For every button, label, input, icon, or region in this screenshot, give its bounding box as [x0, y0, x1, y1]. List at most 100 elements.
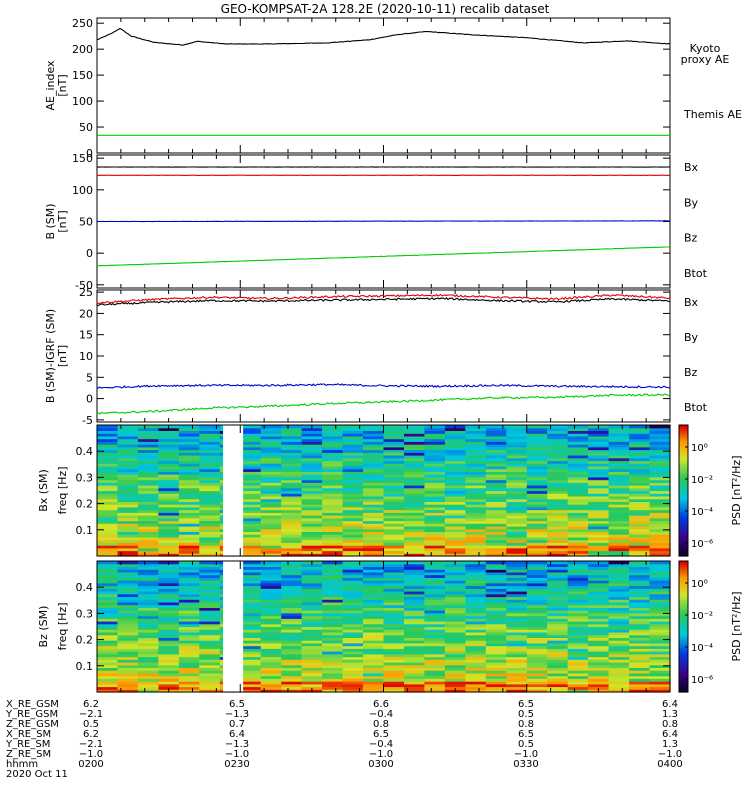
spectrogram-cell	[444, 571, 466, 576]
spectrogram-cell	[608, 517, 630, 522]
spectrogram-cell	[322, 651, 344, 655]
spectrogram-cell	[526, 433, 548, 437]
spectrogram-cell	[301, 610, 323, 614]
spectrogram-cell	[342, 569, 364, 573]
spectrogram-cell	[465, 542, 487, 546]
spectrogram-cell	[444, 545, 466, 549]
spectrogram-cell	[363, 490, 385, 494]
spectrogram-cell	[260, 582, 282, 587]
spectrogram-cell	[363, 683, 385, 688]
spectrogram-cell	[260, 653, 282, 658]
spectrogram-cell	[301, 678, 323, 682]
spectrogram-cell	[322, 479, 344, 483]
spectrogram-cell	[485, 479, 507, 483]
spectrogram-cell	[117, 520, 139, 524]
spectrogram-cell	[363, 506, 385, 511]
spectrogram-cell	[199, 517, 221, 522]
spectrogram-cell	[506, 561, 528, 565]
spectrogram-cell	[342, 642, 364, 647]
spectrogram-cell	[465, 588, 487, 592]
spectrogram-cell	[178, 471, 200, 475]
spectrogram-cell	[342, 610, 364, 614]
spectrogram-cell	[383, 444, 405, 448]
spectrogram-cell	[649, 536, 671, 541]
spectrogram-cell	[199, 474, 221, 478]
spectrogram-cell	[465, 545, 487, 549]
spectrogram-cell	[240, 441, 262, 445]
spectrogram-cell	[342, 430, 364, 434]
spectrogram-cell	[424, 610, 446, 614]
spectrogram-cell	[547, 504, 569, 508]
spectrogram-cell	[608, 452, 630, 456]
spectrogram-cell	[97, 441, 119, 445]
spectrogram-cell	[383, 547, 405, 552]
spectrogram-cell	[383, 596, 405, 600]
spectrogram-cell	[547, 457, 569, 462]
spectrogram-cell	[363, 482, 385, 486]
spectrogram-cell	[117, 607, 139, 611]
spectrogram-cell	[485, 659, 507, 663]
spectrogram-cell	[567, 536, 589, 541]
spectrogram-cell	[424, 670, 446, 674]
spectrogram-cell	[137, 468, 159, 472]
spectrogram-cell	[260, 547, 282, 552]
spectrogram-cell	[567, 452, 589, 456]
spectrogram-cell	[199, 683, 221, 688]
spectrogram-cell	[444, 599, 466, 603]
spectrogram-cell	[547, 569, 569, 573]
spectrogram-cell	[465, 528, 487, 532]
spectrogram-cell	[97, 664, 119, 668]
spectrogram-cell	[608, 512, 630, 516]
spectrogram-cell	[322, 465, 344, 470]
spectrogram-cell	[117, 482, 139, 486]
spectrogram-cell	[260, 615, 282, 619]
spectrogram-cell	[260, 629, 282, 633]
spectrogram-cell	[363, 449, 385, 453]
spectrogram-cell	[629, 449, 651, 453]
spectrogram-cell	[117, 648, 139, 652]
spectrogram-cell	[363, 571, 385, 576]
spectrogram-cell	[547, 455, 569, 459]
spectrogram-cell	[158, 479, 180, 483]
spectrogram-cell	[178, 545, 200, 549]
spectrogram-cell	[465, 596, 487, 600]
spectrogram-cell	[363, 681, 385, 685]
spectrogram-cell	[547, 539, 569, 543]
spectrogram-cell	[424, 438, 446, 442]
spectrogram-cell	[199, 629, 221, 633]
spectrogram-cell	[117, 623, 139, 628]
spectrogram-cell	[629, 476, 651, 481]
spectrogram-cell	[260, 455, 282, 459]
spectrogram-cell	[117, 591, 139, 595]
spectrogram-cell	[383, 465, 405, 470]
spectrogram-cell	[342, 659, 364, 663]
spectrogram-cell	[281, 629, 303, 633]
spectrogram-cell	[629, 637, 651, 641]
spectrogram-cell	[199, 582, 221, 587]
spectrogram-cell	[485, 506, 507, 511]
spectrogram-cell	[485, 501, 507, 505]
spectrogram-cell	[526, 449, 548, 453]
spectrogram-cell	[178, 623, 200, 628]
spectrogram-cell	[608, 577, 630, 581]
spectrogram-cell	[567, 430, 589, 434]
spectrogram-cell	[117, 675, 139, 679]
spectrogram-cell	[281, 441, 303, 445]
spectrogram-cell	[363, 601, 385, 606]
spectrogram-cell	[506, 563, 528, 567]
spectrogram-cell	[649, 493, 671, 497]
spectrogram-cell	[178, 523, 200, 527]
spectrogram-cell	[363, 517, 385, 522]
spectrogram-cell	[649, 610, 671, 614]
spectrogram-cell	[506, 585, 528, 589]
spectrogram-cell	[363, 653, 385, 658]
spectrogram-cell	[629, 441, 651, 445]
spectrogram-cell	[629, 455, 651, 459]
spectrogram-cell	[322, 425, 344, 429]
spectrogram-cell	[342, 593, 364, 598]
spectrogram-cell	[629, 517, 651, 522]
spectrogram-cell	[608, 653, 630, 658]
spectrogram-cell	[404, 645, 426, 649]
colorbar-segment	[679, 542, 688, 546]
spectrogram-cell	[649, 526, 671, 530]
